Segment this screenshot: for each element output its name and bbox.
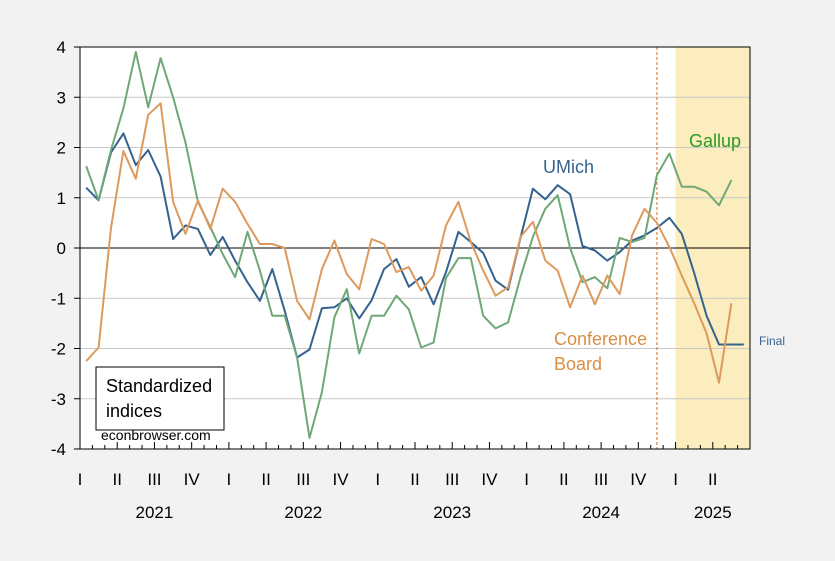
x-quarter-label: I: [78, 470, 83, 489]
series-layer: [85, 51, 744, 439]
x-quarter-label: II: [708, 470, 717, 489]
y-tick-label: -4: [51, 440, 66, 459]
x-quarter-label: IV: [481, 470, 498, 489]
y-tick-label: -1: [51, 289, 66, 308]
umich-line: [85, 132, 744, 359]
gallup-line: [85, 51, 733, 439]
y-tick-label: -3: [51, 390, 66, 409]
legend-box: Standardized indices: [95, 366, 225, 431]
gallup-label: Gallup: [689, 131, 741, 151]
y-tick-label: 0: [57, 239, 66, 258]
x-quarter-label: III: [147, 470, 161, 489]
legend-box-line1: Standardized: [106, 376, 212, 396]
x-quarter-label: III: [296, 470, 310, 489]
x-quarter-label: II: [559, 470, 568, 489]
x-quarter-label: II: [261, 470, 270, 489]
conference-label-line2: Board: [554, 354, 602, 374]
conference-line: [85, 102, 733, 384]
x-quarter-label: II: [112, 470, 121, 489]
watermark: econbrowser.com: [101, 427, 211, 443]
x-year-label: 2024: [582, 503, 620, 522]
x-quarter-label: II: [410, 470, 419, 489]
y-tick-label: 1: [57, 189, 66, 208]
x-quarter-label: IV: [333, 470, 350, 489]
x-quarter-label: IV: [184, 470, 201, 489]
y-tick-label: 4: [57, 38, 66, 57]
x-year-label: 2023: [433, 503, 471, 522]
y-axis: 4 3 2 1 0 -1 -2 -3 -4: [51, 38, 80, 459]
x-quarter-label: I: [227, 470, 232, 489]
x-quarter-label: IV: [630, 470, 647, 489]
x-year-label: 2022: [284, 503, 322, 522]
x-quarter-label: I: [375, 470, 380, 489]
conference-label-line1: Conference: [554, 329, 647, 349]
y-tick-label: 3: [57, 88, 66, 107]
y-tick-label: -2: [51, 340, 66, 359]
umich-label: UMich: [543, 157, 594, 177]
x-quarter-label: I: [524, 470, 529, 489]
x-quarter-label: III: [594, 470, 608, 489]
x-quarter-label: I: [673, 470, 678, 489]
x-year-label: 2025: [694, 503, 732, 522]
final-label: Final: [759, 334, 785, 348]
x-year-label: 2021: [136, 503, 174, 522]
y-tick-label: 2: [57, 139, 66, 158]
x-quarter-label: III: [445, 470, 459, 489]
legend-box-line2: indices: [106, 401, 162, 421]
